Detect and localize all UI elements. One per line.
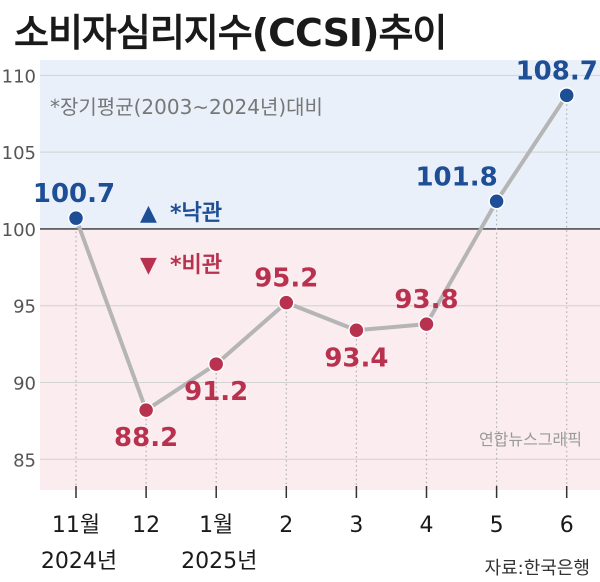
- y-tick-label: 85: [13, 450, 36, 471]
- data-point: [207, 355, 225, 373]
- data-point: [488, 193, 505, 210]
- x-year-label: 2024년: [41, 549, 117, 574]
- x-tick-label: 6: [560, 513, 574, 538]
- x-tick-label: 1월: [199, 513, 233, 538]
- legend-pessimistic-symbol: ▼: [140, 253, 157, 278]
- data-label: 95.2: [254, 264, 318, 294]
- data-label: 93.8: [394, 285, 458, 315]
- chart-note: *장기평균(2003~2024년)대비: [50, 95, 323, 119]
- data-label: 108.7: [516, 56, 598, 86]
- data-label: 100.7: [33, 179, 115, 209]
- data-point: [558, 87, 575, 104]
- chart-credit: 연합뉴스그래픽: [479, 430, 582, 449]
- y-tick-label: 95: [13, 297, 36, 318]
- legend-optimistic-label: *낙관: [170, 201, 222, 226]
- legend-optimistic-symbol: ▲: [140, 201, 157, 226]
- data-label: 101.8: [415, 162, 497, 192]
- data-point: [418, 315, 435, 333]
- x-tick-label: 12: [132, 513, 160, 538]
- x-tick-label: 2: [279, 513, 293, 538]
- ccsi-series-line: [74, 93, 569, 413]
- x-year-label: 2025년: [181, 549, 257, 574]
- y-tick-label: 90: [13, 374, 36, 395]
- legend-pessimistic-label: *비관: [170, 253, 222, 278]
- y-tick-label: 110: [2, 66, 36, 87]
- data-source: 자료:한국은행: [485, 558, 590, 579]
- background-above-average: [40, 60, 600, 229]
- x-tick-label: 11월: [52, 513, 100, 538]
- data-label: 88.2: [114, 423, 178, 453]
- data-point: [67, 209, 85, 227]
- background-below-average: [40, 228, 600, 490]
- x-tick-label: 4: [420, 513, 434, 538]
- data-point: [137, 401, 155, 419]
- y-tick-label: 100: [2, 220, 36, 241]
- data-label: 93.4: [324, 343, 388, 373]
- x-tick-label: 5: [490, 513, 504, 538]
- y-tick-label: 105: [2, 143, 36, 164]
- data-point: [348, 322, 365, 339]
- data-label: 91.2: [184, 377, 248, 407]
- chart-title: 소비자심리지수(CCSI)추이: [14, 11, 447, 55]
- x-tick-label: 3: [349, 513, 363, 538]
- data-point: [278, 294, 295, 311]
